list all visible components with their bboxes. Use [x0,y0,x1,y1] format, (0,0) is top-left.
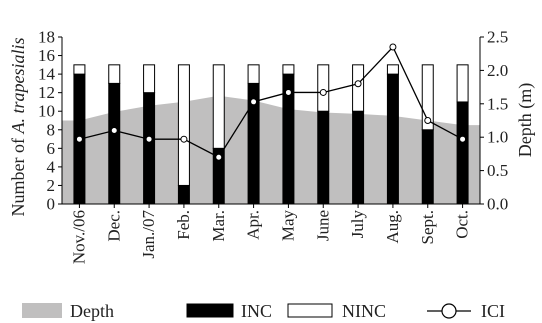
category-label: Oct. [453,210,472,239]
bar-inc [386,73,399,205]
category-label: June [313,210,332,241]
ici-line-layer [75,43,467,161]
legend: Depth INC NINC ICI [22,301,505,321]
depth-area [62,95,480,204]
category-label: Dec. [104,210,123,242]
y-tick-label-right: 1.0 [487,128,508,147]
category-labels-layer: Nov./06 Dec. Jan./07 Feb. Mar. Apr. May June Jul… [69,210,471,265]
bar-inc [108,82,121,205]
y-tick-label-left: 12 [38,83,55,102]
ici-point [284,88,292,96]
bar-inc [143,92,156,205]
y-tick-label-left: 14 [38,65,56,84]
ici-point [75,135,83,143]
ici-line [79,45,463,159]
y-tick-label-left: 6 [47,139,56,158]
legend-label: ICI [481,301,505,321]
bar-ninc [317,64,330,112]
ici-point [145,135,153,143]
y-tick-label-right: 0.0 [487,195,508,214]
legend-swatch-depth [22,303,62,318]
bars-layer [73,64,469,205]
bar-ninc [177,64,190,186]
ici-point [319,88,327,96]
y-tick-label-right: 2.0 [487,61,508,80]
category-label: Nov./06 [69,210,88,264]
bar-inc [317,110,330,205]
legend-swatch-ninc [287,303,333,318]
y-axis-title-left: Number of A. trapesialis [8,38,28,217]
ici-point [424,117,432,124]
ici-point [215,153,223,161]
y-tick-label-left: 4 [47,157,56,176]
bar-inc [352,110,365,205]
bar-ninc [456,64,469,103]
ici-point [180,135,188,143]
category-label: July [348,210,367,239]
bar-ninc [247,64,260,84]
ici-point [354,80,362,88]
y-tick-label-left: 18 [38,28,55,47]
ici-point [459,135,467,143]
bar-ninc [421,64,434,131]
ici-point [250,98,258,106]
category-label: May [278,210,297,242]
legend-label: NINC [342,301,386,321]
y-tick-label-left: 16 [38,46,55,65]
category-label: Jan./07 [139,210,158,259]
legend-swatch-inc [186,303,234,318]
category-label: Sept. [418,210,437,244]
y-tick-label-left: 10 [38,102,55,121]
y-axis-title-right: Depth (m) [515,83,536,157]
y-tick-label-left: 2 [47,176,56,195]
bar-inc [456,101,469,205]
legend-label: INC [241,301,272,321]
bar-ninc [73,64,86,75]
axes-layer [58,36,484,208]
ici-point [110,127,118,135]
y-tick-label-right: 2.5 [487,28,508,47]
bar-inc [177,184,190,205]
category-label: Apr. [244,210,263,240]
category-label: Feb. [174,210,193,240]
y-tick-label-left: 8 [47,120,56,139]
y-tick-label-right: 1.5 [487,94,508,113]
bar-ninc [212,64,225,149]
bar-ninc [386,64,399,75]
category-label: Mar. [209,210,228,242]
y-tick-label-right: 0.5 [487,161,508,180]
bar-inc [421,129,434,205]
y-tick-label-left: 0 [47,195,56,214]
bar-ninc [143,64,156,94]
bar-ninc [108,64,121,84]
bar-ninc [352,64,365,112]
legend-label: Depth [70,301,114,321]
legend-swatch-ici-marker [441,303,457,319]
ici-point [389,43,397,51]
depth-area-layer [62,95,480,204]
bar-ninc [282,64,295,75]
category-label: Aug. [383,210,402,244]
